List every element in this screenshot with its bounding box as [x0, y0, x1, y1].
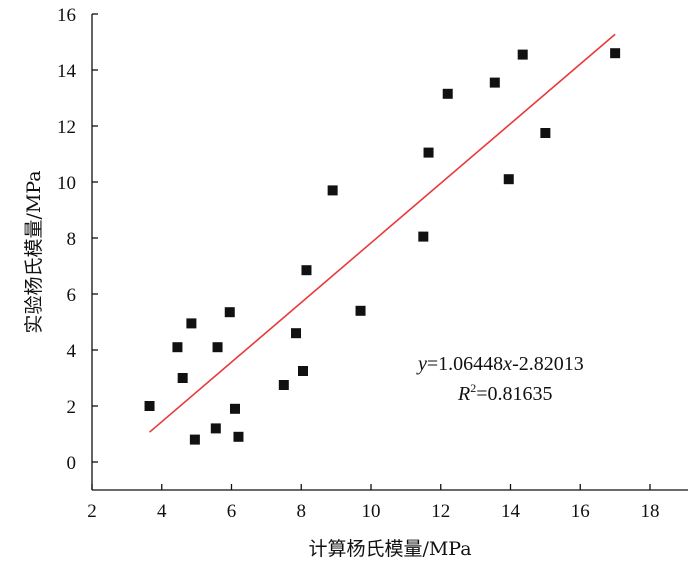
x-tick-label: 8 [297, 501, 307, 522]
data-point [224, 307, 235, 318]
eq-y-var: y [416, 353, 427, 375]
data-point [610, 48, 621, 59]
y-tick-label: 12 [57, 117, 76, 138]
y-tick-label: 8 [67, 229, 77, 250]
data-point [540, 128, 551, 138]
data-point [423, 147, 434, 158]
y-ticks: 0 2 4 6 8 10 12 14 16 [57, 5, 98, 474]
y-tick-label: 2 [67, 397, 77, 418]
data-point [278, 380, 289, 390]
data-point [301, 265, 312, 276]
eq-slope: =1.06448 [427, 353, 503, 375]
x-tick-label: 6 [227, 501, 237, 522]
x-tick-label: 12 [431, 501, 450, 522]
x-tick-label: 10 [362, 501, 381, 522]
x-tick-label: 18 [641, 501, 660, 522]
r2-sup: 2 [470, 381, 476, 395]
axes [91, 14, 688, 491]
x-axis-title: 计算杨氏模量/MPa [308, 538, 471, 560]
y-tick-label: 10 [57, 173, 76, 194]
data-point [355, 305, 366, 316]
y-tick-label: 0 [67, 453, 77, 474]
y-tick-label: 4 [67, 341, 77, 362]
data-point [503, 174, 514, 185]
data-point [177, 373, 188, 383]
data-point [291, 328, 302, 339]
y-axis-title: 实验杨氏模量/MPa [23, 170, 45, 333]
data-point [189, 434, 200, 445]
data-point [229, 403, 240, 414]
data-point [210, 423, 221, 434]
x-tick-label: 2 [87, 501, 97, 522]
data-point [489, 77, 500, 88]
data-point [517, 49, 528, 60]
x-ticks: 2 4 6 8 10 12 14 16 18 [87, 484, 660, 522]
data-point [172, 342, 183, 353]
regression-equation: y=1.06448x-2.82013 [416, 353, 584, 375]
r2-value: =0.81635 [476, 383, 552, 405]
data-point [327, 185, 338, 196]
regression-line [149, 33, 616, 433]
x-tick-label: 4 [157, 501, 167, 522]
y-tick-label: 16 [57, 5, 76, 26]
r2-R: R [457, 383, 470, 405]
points-group [144, 48, 621, 445]
x-tick-label: 14 [501, 501, 521, 522]
fit-line-group [149, 33, 616, 433]
data-point [233, 431, 244, 442]
eq-x-var: x [502, 353, 512, 375]
data-point [442, 88, 453, 99]
r-squared: R2=0.81635 [457, 381, 553, 405]
data-point [186, 318, 197, 329]
data-point [144, 401, 155, 411]
data-point [297, 366, 308, 376]
eq-intercept: -2.82013 [512, 353, 584, 375]
x-tick-label: 16 [571, 501, 590, 522]
y-tick-label: 14 [57, 61, 77, 82]
y-tick-label: 6 [67, 285, 77, 306]
data-point [212, 342, 223, 353]
data-point [418, 231, 429, 242]
